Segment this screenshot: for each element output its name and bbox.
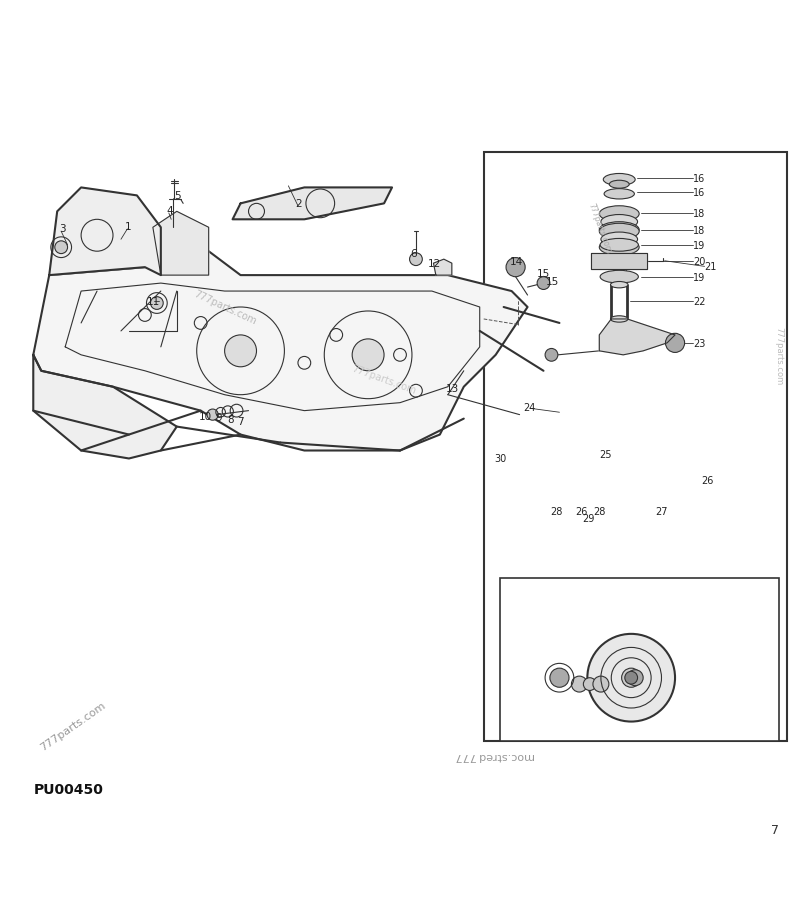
Circle shape [622, 668, 641, 687]
Circle shape [666, 334, 685, 353]
Ellipse shape [601, 233, 638, 247]
Text: 24: 24 [523, 402, 536, 412]
Text: 3: 3 [58, 224, 66, 234]
Text: 29: 29 [582, 514, 594, 524]
Text: 27: 27 [655, 507, 668, 517]
Circle shape [571, 676, 587, 693]
Text: moc.stred 777: moc.stred 777 [456, 750, 535, 760]
Polygon shape [153, 212, 209, 276]
Text: PU00450: PU00450 [34, 782, 103, 796]
Circle shape [625, 672, 638, 685]
Circle shape [55, 242, 67, 254]
Ellipse shape [610, 181, 630, 189]
Text: 1: 1 [125, 221, 131, 232]
Text: 6: 6 [410, 249, 417, 259]
Text: 26: 26 [575, 507, 588, 517]
Ellipse shape [599, 240, 639, 256]
Polygon shape [50, 189, 161, 276]
Text: 16: 16 [694, 188, 706, 198]
Text: 13: 13 [446, 384, 459, 394]
Text: 777parts.com: 777parts.com [774, 327, 783, 384]
Polygon shape [591, 253, 647, 270]
Text: 28: 28 [594, 507, 606, 517]
Text: 18: 18 [694, 208, 706, 218]
Text: 12: 12 [428, 259, 441, 269]
Ellipse shape [600, 239, 638, 252]
Text: 19: 19 [694, 241, 706, 251]
Text: 777parts.com: 777parts.com [350, 364, 418, 396]
Bar [500, 578, 778, 741]
Text: 19: 19 [694, 272, 706, 282]
Text: 2: 2 [294, 199, 302, 209]
Bar [484, 152, 786, 741]
Circle shape [550, 668, 569, 687]
Text: 7: 7 [770, 823, 778, 836]
Text: 777parts.com: 777parts.com [192, 289, 258, 327]
Polygon shape [434, 260, 452, 276]
Circle shape [627, 670, 643, 686]
Circle shape [506, 258, 525, 278]
Text: 30: 30 [494, 454, 506, 464]
Text: 22: 22 [694, 297, 706, 307]
Text: 25: 25 [599, 449, 612, 459]
Text: 16: 16 [694, 174, 706, 184]
Text: 23: 23 [694, 338, 706, 348]
Text: 14: 14 [510, 256, 523, 266]
Ellipse shape [600, 271, 638, 284]
Text: 15: 15 [546, 277, 559, 287]
Circle shape [593, 676, 609, 693]
Circle shape [587, 634, 675, 722]
Polygon shape [599, 319, 675, 355]
Text: 10: 10 [199, 411, 212, 422]
Circle shape [410, 253, 422, 266]
Ellipse shape [603, 174, 635, 186]
Text: 777parts.com: 777parts.com [586, 201, 613, 254]
Text: 4: 4 [166, 206, 173, 216]
Circle shape [150, 298, 163, 310]
Text: 5: 5 [174, 191, 181, 201]
Circle shape [207, 410, 218, 420]
Polygon shape [34, 228, 527, 451]
Text: 18: 18 [694, 226, 706, 235]
Polygon shape [34, 355, 177, 459]
Ellipse shape [604, 189, 634, 199]
Text: 20: 20 [694, 256, 706, 266]
Circle shape [545, 349, 558, 362]
Ellipse shape [599, 224, 639, 240]
Circle shape [537, 278, 550, 290]
Text: 26: 26 [702, 475, 714, 485]
Ellipse shape [601, 216, 638, 230]
Text: 7: 7 [238, 417, 244, 427]
Text: 8: 8 [227, 414, 234, 424]
Circle shape [352, 339, 384, 372]
Ellipse shape [599, 223, 639, 238]
Ellipse shape [610, 282, 628, 289]
Polygon shape [233, 189, 392, 220]
Text: 21: 21 [705, 262, 717, 272]
Text: 9: 9 [215, 412, 222, 422]
Ellipse shape [610, 317, 628, 323]
Text: 777parts.com: 777parts.com [38, 699, 108, 752]
Text: 28: 28 [550, 507, 562, 517]
Circle shape [583, 678, 596, 691]
Circle shape [225, 336, 257, 367]
Ellipse shape [599, 207, 639, 223]
Text: 11: 11 [147, 296, 161, 307]
Text: 15: 15 [537, 269, 550, 279]
